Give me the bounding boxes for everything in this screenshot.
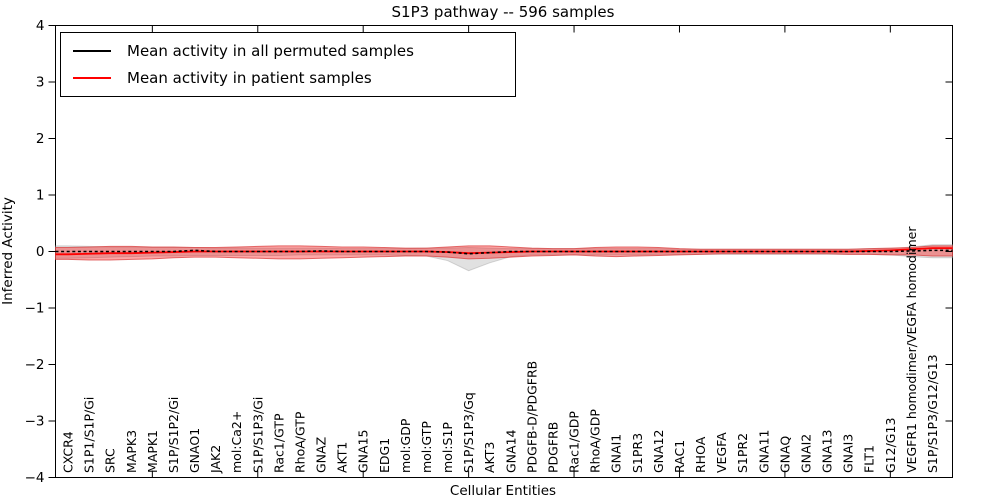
chart-title: S1P3 pathway -- 596 samples bbox=[392, 3, 615, 21]
y-tick-label: −2 bbox=[25, 357, 45, 373]
x-category-label: FLT1 bbox=[862, 445, 877, 473]
plot-area: −4 −3 −2 −1 0 1 2 3 4 CXCR4 S1P1/S1P/Gi SRC MAPK3 MAP… bbox=[25, 18, 953, 486]
y-tick-label: 4 bbox=[36, 18, 45, 34]
x-category-label: mol:S1P bbox=[440, 422, 455, 473]
x-category-label: SRC bbox=[103, 448, 118, 473]
legend-label-permuted: Mean activity in all permuted samples bbox=[127, 41, 414, 60]
x-category-label: Rac1/GTP bbox=[271, 413, 286, 473]
x-category-label: S1P/S1P3/Gq bbox=[461, 392, 476, 473]
x-category-label: RHOA bbox=[693, 436, 708, 473]
y-tick-label: −3 bbox=[25, 414, 45, 430]
y-tick-label: −4 bbox=[25, 470, 45, 486]
x-category-label: GNAI2 bbox=[798, 434, 813, 473]
x-category-label: RhoA/GDP bbox=[588, 409, 603, 473]
x-category-label: PDGFRB bbox=[545, 422, 560, 473]
x-category-label: GNA12 bbox=[651, 430, 666, 474]
x-category-label: MAPK1 bbox=[145, 430, 160, 473]
x-category-label: mol:GDP bbox=[398, 418, 413, 473]
y-tick-label: 2 bbox=[36, 131, 45, 147]
x-category-label: RAC1 bbox=[672, 440, 687, 473]
x-category-label: VEGFR1 homodimer/VEGFA homodimer bbox=[904, 226, 919, 473]
x-category-label: GNAZ bbox=[314, 437, 329, 473]
x-category-label: AKT3 bbox=[482, 442, 497, 473]
x-category-label: S1P/S1P3/G12/G13 bbox=[925, 354, 940, 473]
y-tick-label: −1 bbox=[25, 301, 45, 317]
legend-entry-patient: Mean activity in patient samples bbox=[73, 70, 515, 87]
x-category-label: EDG1 bbox=[377, 438, 392, 473]
x-category-label: GNA11 bbox=[756, 430, 771, 474]
permuted-line-swatch bbox=[73, 49, 111, 52]
x-category-label: GNA14 bbox=[503, 429, 518, 473]
x-category-label: S1PR3 bbox=[630, 433, 645, 473]
legend: Mean activity in all permuted samples Me… bbox=[60, 32, 516, 97]
x-category-label: PDGFB-D/PDGFRB bbox=[524, 361, 539, 473]
x-category-label: Rac1/GDP bbox=[567, 411, 582, 473]
x-category-label: G12/G13 bbox=[883, 418, 898, 473]
y-axis-label: Inferred Activity bbox=[0, 197, 16, 305]
x-category-label: AKT1 bbox=[335, 442, 350, 473]
x-category-label: GNA13 bbox=[820, 430, 835, 474]
x-category-label: GNAQ bbox=[777, 436, 792, 473]
legend-label-patient: Mean activity in patient samples bbox=[127, 69, 372, 87]
y-tick-label: 0 bbox=[36, 244, 45, 260]
x-category-label: GNAI3 bbox=[841, 434, 856, 473]
y-tick-label: 1 bbox=[36, 188, 45, 204]
x-category-label: S1P/S1P3/Gi bbox=[250, 397, 265, 473]
x-category-label: mol:GTP bbox=[419, 421, 434, 473]
x-category-label: RhoA/GTP bbox=[292, 411, 307, 473]
patient-line-swatch bbox=[73, 77, 111, 80]
x-category-label: GNAI1 bbox=[609, 434, 624, 473]
x-category-label: MAPK3 bbox=[124, 430, 139, 473]
x-category-label: GNA15 bbox=[356, 430, 371, 474]
x-category-label: GNAO1 bbox=[187, 428, 202, 473]
x-category-label: CXCR4 bbox=[61, 431, 76, 473]
x-category-label: S1PR2 bbox=[735, 433, 750, 473]
x-category-label: mol:Ca2+ bbox=[229, 411, 244, 473]
x-category-label: JAK2 bbox=[208, 445, 223, 474]
y-tick-label: 3 bbox=[36, 75, 45, 91]
x-category-label: S1P/S1P2/Gi bbox=[166, 397, 181, 473]
permuted-mean-line bbox=[55, 249, 953, 255]
x-category-label: S1P1/S1P/Gi bbox=[82, 397, 97, 473]
x-axis-label: Cellular Entities bbox=[450, 483, 556, 499]
x-category-label: VEGFA bbox=[714, 432, 729, 473]
legend-entry-permuted: Mean activity in all permuted samples bbox=[73, 41, 515, 60]
